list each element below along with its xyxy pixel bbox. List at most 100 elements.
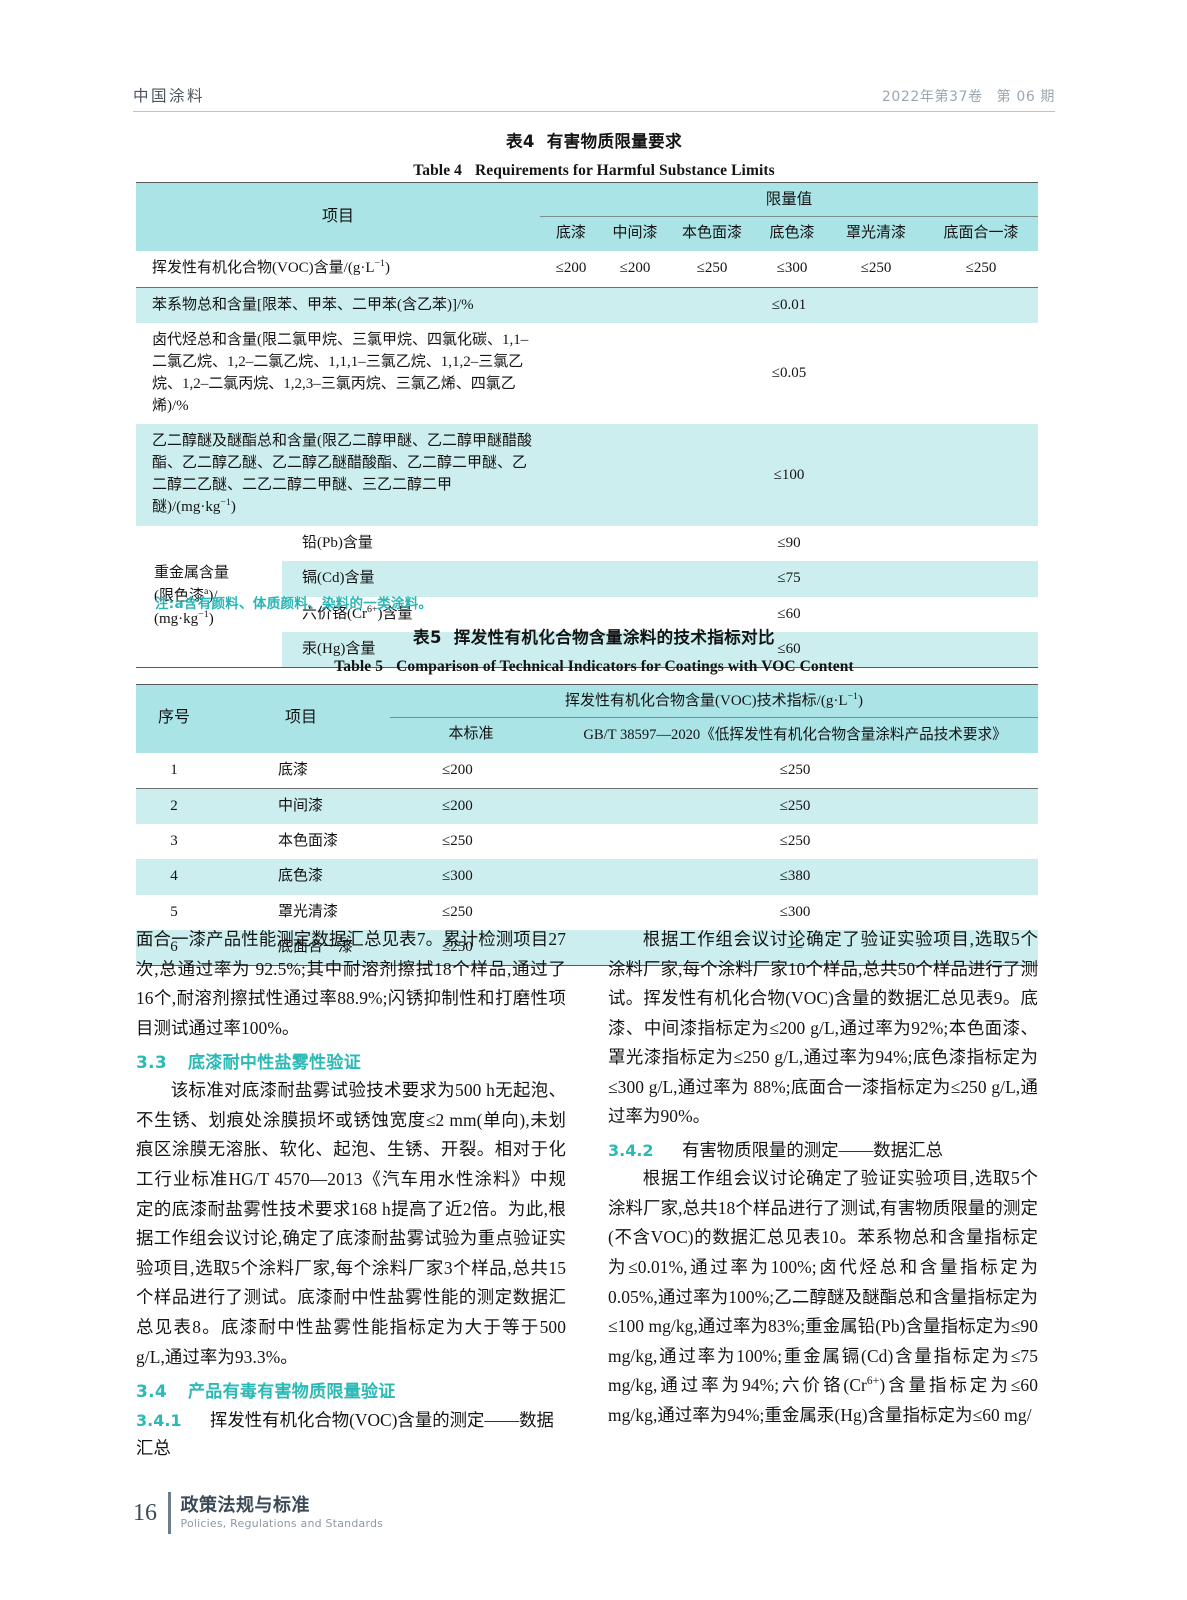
page-footer: 16 政策法规与标准 Policies, Regulations and Sta… [133, 1492, 383, 1534]
table5-row6-seq: 6 [170, 939, 178, 956]
table5-row1-name: 底漆 [278, 761, 309, 778]
table5-caption-cn: 表5 挥发性有机化合物含量涂料的技术指标对比 [133, 626, 1055, 651]
heading-3-4-1: 3.4.1 挥发性有机化合物(VOC)含量的测定——数据汇总 [136, 1406, 566, 1462]
table5-row1-std: ≤200 [442, 761, 473, 778]
table4-row-benzene: 苯系物总和含量[限苯、甲苯、二甲苯(含乙苯)]/% ≤0.01 [136, 287, 1039, 323]
issue-volume: 2022年第37卷 [881, 89, 983, 105]
table5-col-this-standard: 本标准 [390, 717, 552, 753]
table4-header-group: 限量值 [765, 191, 813, 208]
table4-row-voc-allinone: ≤250 [965, 260, 997, 277]
table4-chromium-value: ≤60 [777, 605, 801, 622]
heading-3-4-title: 产品有毒有害物质限量验证 [188, 1382, 396, 1403]
right-paragraph-2: 根据工作组会议讨论确定了验证实验项目,选取5个涂料厂家,总共18个样品进行了测试… [608, 1168, 1039, 1425]
table4-row-cadmium: 镉(Cd)含量 ≤75 [136, 561, 1039, 597]
table5-row2-std: ≤200 [442, 797, 473, 814]
table5-row1-gbt: ≤250 [779, 761, 811, 778]
table4-header-item: 项目 [322, 207, 355, 225]
heading-3-4-number: 3.4 [136, 1382, 168, 1403]
table-row: 6 底面合一漆 ≤250 — [136, 930, 1038, 966]
heading-3-4: 3.4 产品有毒有害物质限量验证 [136, 1377, 566, 1402]
table4-col-intermediate: 中间漆 [602, 216, 669, 252]
table4-cadmium-name: 镉(Cd)含量 [282, 561, 541, 597]
table4-row-glycolether-value: ≤100 [773, 466, 805, 483]
table5-row4-name: 底色漆 [278, 868, 324, 885]
table5-row4-gbt: ≤380 [779, 868, 811, 885]
table5-row3-name: 本色面漆 [278, 833, 339, 850]
table4-row-voc: 挥发性有机化合物(VOC)含量/(g·L−1) ≤200 ≤200 ≤250 ≤… [136, 251, 1039, 288]
table5-voc-indicator-comparison: 序号 项目 挥发性有机化合物含量(VOC)技术指标/(g·L−1) 本标准 GB… [136, 684, 1038, 966]
table4-col-clearcoat: 罩光清漆 [828, 216, 925, 252]
table4-row-halohydrocarbon-item: 卤代烃总和含量(限二氯甲烷、三氯甲烷、四氯化碳、1,1–二氯乙烷、1,2–二氯乙… [152, 331, 529, 414]
table5-row1-seq: 1 [170, 761, 178, 778]
footer-section-cn: 政策法规与标准 [180, 1495, 310, 1517]
table5-row3-std: ≤250 [442, 833, 473, 850]
table5-row6-gbt: — [787, 939, 803, 956]
table4-caption-cn: 表4 有害物质限量要求 [133, 130, 1055, 155]
table4-label-cn: 表4 [506, 132, 535, 151]
left-column: 面合一漆产品性能测定数据汇总见表7。累计检测项目27次,总通过率为 92.5%;… [136, 925, 566, 1462]
table4-row-voc-basecoat: ≤300 [776, 260, 808, 277]
table4-row-glycolether-item: 乙二醇醚及醚酯总和含量(限乙二醇甲醚、乙二醇甲醚醋酸酯、乙二醇乙醚、乙二醇乙醚醋… [152, 433, 532, 516]
page-number: 16 [133, 1499, 157, 1526]
right-column: 根据工作组会议讨论确定了验证实验项目,选取5个涂料厂家,每个涂料厂家10个样品,… [608, 925, 1038, 1430]
table5-header-seq: 序号 [157, 709, 190, 727]
table5-row2-gbt: ≤250 [779, 797, 811, 814]
table5-row2-name: 中间漆 [278, 797, 324, 814]
heading-3-3-title: 底漆耐中性盐雾性验证 [188, 1053, 361, 1074]
table4-title-en: Requirements for Harmful Substance Limit… [475, 161, 775, 179]
table4-row-glycolether: 乙二醇醚及醚酯总和含量(限乙二醇甲醚、乙二醇甲醚醋酸酯、乙二醇乙醚、乙二醇乙醚醋… [136, 424, 1039, 527]
table5-row4-seq: 4 [170, 868, 178, 885]
table4-title-cn: 有害物质限量要求 [546, 132, 682, 151]
table5-row3-gbt: ≤250 [779, 833, 811, 850]
table4-header-row-2: 底漆 中间漆 本色面漆 底色漆 罩光清漆 底面合一漆 [136, 216, 1039, 252]
table5-header-group: 挥发性有机化合物含量(VOC)技术指标/(g·L−1) [565, 691, 863, 709]
table4-col-solid-topcoat: 本色面漆 [668, 216, 757, 252]
footer-section: 政策法规与标准 Policies, Regulations and Standa… [180, 1495, 384, 1530]
table-row: 5 罩光清漆 ≤250 ≤300 [136, 895, 1038, 930]
table5-label-en: Table 5 [334, 657, 384, 675]
running-head: 中国涂料 2022年第37卷第 06 期 [133, 84, 1055, 112]
heavy-metals-label-line1: 重金属含量 [154, 565, 230, 582]
table5-row3-seq: 3 [170, 833, 178, 850]
table4-row-voc-item: 挥发性有机化合物(VOC)含量/(g·L−1) [136, 251, 540, 287]
table5-caption-en: Table 5 Comparison of Technical Indicator… [133, 655, 1055, 678]
table4-heavy-metals-group-label: 重金属含量 (限色漆a)/ (mg·kg−1) [136, 526, 282, 668]
table5-title-cn: 挥发性有机化合物含量涂料的技术指标对比 [453, 628, 775, 647]
table4-col-basecoat: 底色漆 [756, 216, 829, 252]
table5-header-row-1: 序号 项目 挥发性有机化合物含量(VOC)技术指标/(g·L−1) [136, 684, 1038, 726]
table4-harmful-substance-limits: 项目 限量值 底漆 中间漆 本色面漆 底色漆 罩光清漆 底面合一漆 挥发性有机化… [136, 182, 1039, 668]
table5-caption: 表5 挥发性有机化合物含量涂料的技术指标对比 Table 5 Comparison … [133, 626, 1055, 678]
issue-number: 第 06 期 [996, 89, 1055, 105]
heading-3-4-2: 3.4.2 有害物质限量的测定——数据汇总 [608, 1136, 1038, 1164]
table5-row4-std: ≤300 [442, 868, 473, 885]
table4-chromium-name: 六价铬(Cr6+)含量 [302, 603, 413, 622]
table-row: 4 底色漆 ≤300 ≤380 [136, 859, 1038, 895]
table-row: 1 底漆 ≤200 ≤250 [136, 753, 1038, 789]
table4-row-halohydrocarbon: 卤代烃总和含量(限二氯甲烷、三氯甲烷、四氯化碳、1,1–二氯乙烷、1,2–二氯乙… [136, 323, 1038, 425]
table4-label-en: Table 4 [413, 161, 463, 179]
table5-row5-gbt: ≤300 [779, 903, 811, 920]
heavy-metals-label-line2: (限色漆a)/ [154, 586, 218, 605]
table4-lead-name: 铅(Pb)含量 [302, 535, 373, 552]
heading-3-3: 3.3 底漆耐中性盐雾性验证 [136, 1048, 566, 1073]
table5-row6-name: 底面合一漆 [278, 939, 354, 956]
table5-label-cn: 表5 [413, 628, 442, 647]
table5-title-en: Comparison of Technical Indicators for C… [396, 657, 854, 675]
table4-header-row-1: 项目 限量值 [136, 182, 1039, 225]
table-row: 2 中间漆 ≤200 ≤250 [136, 788, 1038, 825]
table5-row2-seq: 2 [170, 797, 178, 814]
table4-lead-value: ≤90 [777, 535, 801, 552]
table5-row5-seq: 5 [170, 903, 178, 920]
table5-row5-std: ≤250 [442, 903, 473, 920]
footer-section-en: Policies, Regulations and Standards [180, 1516, 384, 1530]
table5-row6-std: ≤250 [442, 939, 473, 956]
body-columns: 面合一漆产品性能测定数据汇总见表7。累计检测项目27次,总通过率为 92.5%;… [136, 925, 1038, 1458]
heading-3-4-1-title: 挥发性有机化合物(VOC)含量的测定——数据汇总 [136, 1410, 554, 1459]
journal-name: 中国涂料 [133, 87, 206, 105]
table4-cadmium-value: ≤75 [540, 561, 1039, 597]
table5-header-item: 项目 [284, 709, 317, 727]
table4-row-voc-label: 挥发性有机化合物(VOC)含量/(g·L−1) [152, 258, 390, 277]
table4-row-mercury: 汞(Hg)含量 ≤60 [136, 631, 1039, 668]
table5-row5-name: 罩光清漆 [278, 903, 339, 920]
